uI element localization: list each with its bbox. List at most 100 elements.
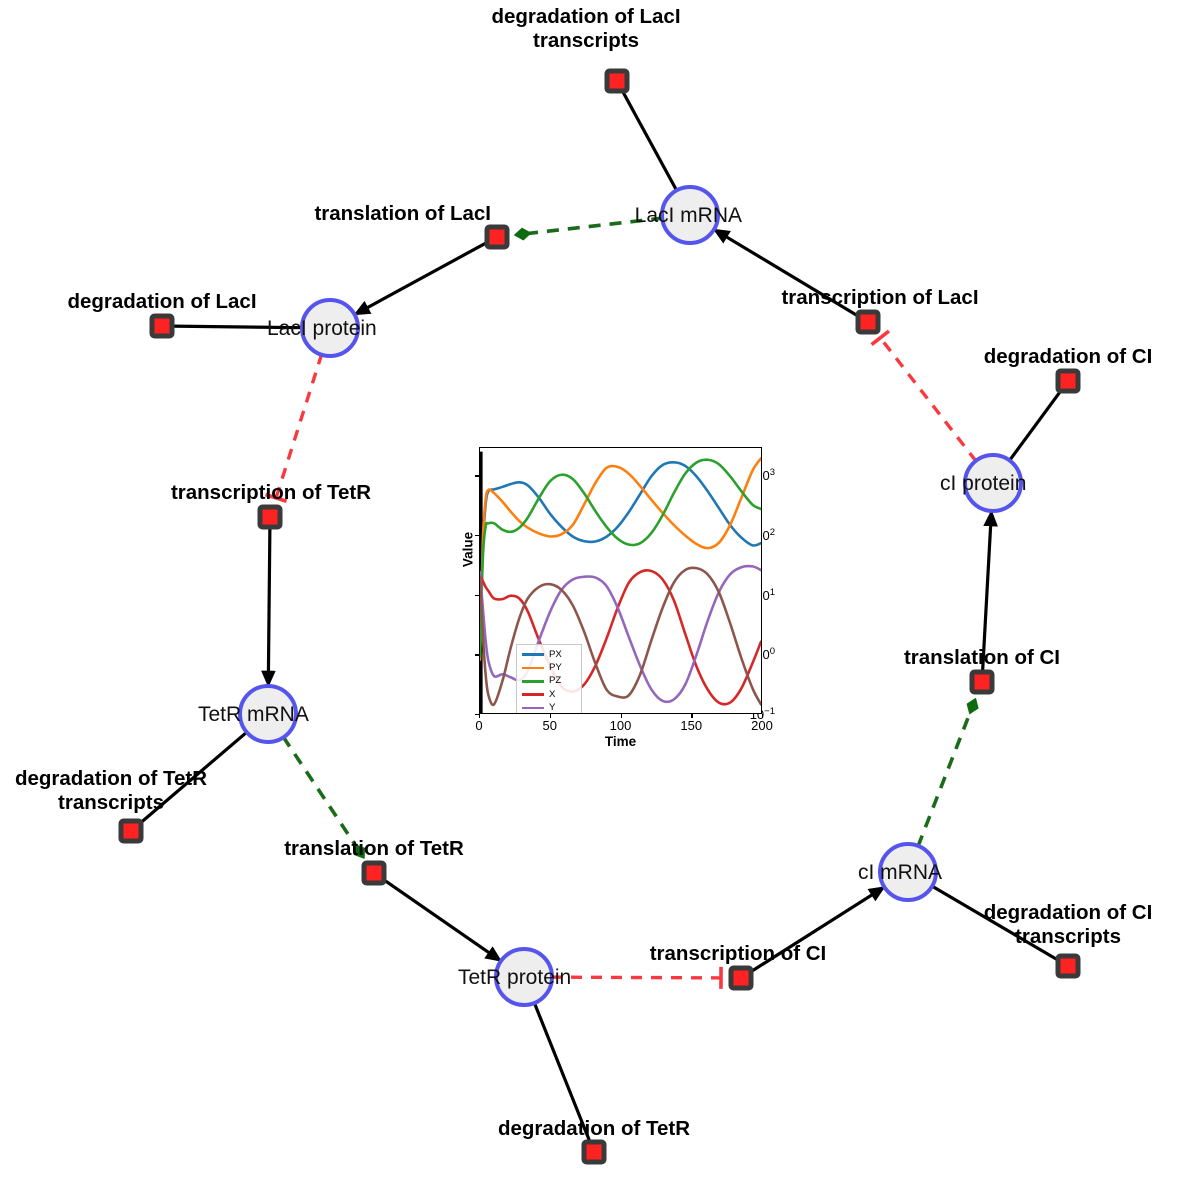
reaction-node-translation_of_ci[interactable]: [969, 669, 995, 695]
reaction-label-deg_ci_transcripts: transcripts: [1015, 925, 1121, 948]
species-label-tetr_mrna: TetR mRNA: [198, 703, 309, 726]
species-label-laci_mrna: LacI mRNA: [635, 204, 742, 227]
chart-xtick-mark: [762, 714, 764, 718]
species-circle: [494, 947, 554, 1007]
reaction-node-transcription_of_laci[interactable]: [855, 309, 881, 335]
chart-series-Z: [480, 566, 761, 707]
edge-inhibit: [878, 336, 978, 463]
edge-inhibit: [550, 975, 722, 980]
reaction-label-deg_ci: degradation of CI: [984, 345, 1153, 368]
chart-ytick-mark: [475, 475, 479, 477]
reaction-label-translation_of_ci: translation of CI: [904, 646, 1060, 669]
chart-series-X: [480, 569, 761, 706]
chart-series-svg: [480, 451, 761, 713]
species-circle: [963, 453, 1023, 513]
chart-y-axis-label: Value: [460, 531, 476, 568]
reaction-square: [149, 313, 175, 339]
species-label-tetr_protein: TetR protein: [458, 966, 571, 989]
chart-ytick-mark: [475, 714, 479, 716]
chart-legend-swatch: [522, 666, 544, 670]
chart-legend-item: PZ: [519, 675, 579, 688]
reaction-label-transcription_of_ci: transcription of CI: [650, 942, 827, 965]
reaction-square: [1055, 368, 1081, 394]
reaction-label-translation_of_laci: translation of LacI: [314, 202, 491, 225]
edge-catalyst: [916, 697, 979, 848]
reaction-node-deg_ci_transcripts[interactable]: [1055, 953, 1081, 979]
reaction-node-transcription_of_ci[interactable]: [728, 965, 754, 991]
reaction-node-translation_of_laci[interactable]: [484, 224, 510, 250]
reaction-square: [257, 504, 283, 530]
reaction-node-deg_tetr[interactable]: [581, 1139, 607, 1165]
reaction-label-deg_laci_transcripts: degradation of LacI: [491, 5, 680, 28]
reaction-node-deg_laci[interactable]: [149, 313, 175, 339]
chart-legend-swatch: [522, 653, 544, 656]
node-layer: [118, 68, 1081, 1165]
edge-layer: [138, 89, 1064, 1143]
chart-xtick-mark: [691, 714, 693, 718]
chart-legend-label: PZ: [549, 675, 562, 687]
species-circle: [300, 298, 360, 358]
chart-xtick-label: 200: [751, 718, 773, 733]
chart-legend: PXPYPZXYZ: [516, 644, 582, 714]
edge-catalyst: [281, 735, 366, 859]
chart-series-PZ: [480, 458, 761, 658]
species-circle: [878, 842, 938, 902]
species-circle: [238, 684, 298, 744]
chart-ytick-mark: [475, 535, 479, 537]
species-node-ci_mrna[interactable]: [878, 842, 938, 902]
edge-product: [712, 228, 861, 319]
chart-xtick-label: 100: [609, 718, 632, 733]
edge-product: [381, 877, 503, 962]
reaction-label-transcription_of_tetr: transcription of TetR: [171, 481, 371, 504]
reaction-square: [581, 1139, 607, 1165]
edge-inhibit: [274, 353, 324, 499]
edge-plain: [1007, 388, 1064, 463]
inhibition-tee: [265, 492, 288, 503]
chart-legend-label: PY: [549, 662, 562, 674]
chart-xtick-label: 50: [542, 718, 557, 733]
species-node-ci_protein[interactable]: [963, 453, 1023, 513]
reaction-node-deg_ci[interactable]: [1055, 368, 1081, 394]
chart-xtick-label: 150: [680, 718, 703, 733]
reaction-label-deg_tetr: degradation of TetR: [498, 1117, 690, 1140]
chart-ytick-mark: [475, 654, 479, 656]
reaction-square: [118, 818, 144, 844]
chart-series-Y: [480, 564, 761, 704]
edge-catalyst: [513, 216, 664, 241]
reaction-square: [855, 309, 881, 335]
species-label-ci_protein: cI protein: [940, 472, 1026, 495]
chart-legend-swatch: [522, 679, 544, 683]
chart-ytick-mark: [475, 594, 479, 597]
species-node-laci_protein[interactable]: [300, 298, 360, 358]
edge-product: [261, 526, 276, 688]
reaction-label-deg_ci_transcripts: degradation of CI: [984, 901, 1153, 924]
species-node-tetr_mrna[interactable]: [238, 684, 298, 744]
chart-xtick-label: 0: [475, 718, 483, 733]
chart-legend-label: Y: [549, 702, 556, 714]
chart-legend-swatch: [522, 693, 544, 696]
reaction-node-translation_of_tetr[interactable]: [361, 860, 387, 886]
species-label-ci_mrna: cI mRNA: [858, 861, 942, 884]
reaction-node-deg_tetr_transcripts[interactable]: [118, 818, 144, 844]
label-layer: LacI mRNA LacI protein TetR mRNA TetR prote…: [15, 5, 1152, 1140]
chart-xtick-mark: [479, 714, 481, 718]
reaction-square: [484, 224, 510, 250]
reaction-label-translation_of_tetr: translation of TetR: [284, 837, 464, 860]
reaction-node-deg_laci_transcripts[interactable]: [604, 68, 630, 94]
edge-plain: [532, 1001, 592, 1143]
chart-legend-item: Y: [519, 701, 579, 714]
chart-series-PX: [480, 460, 761, 658]
species-node-laci_mrna[interactable]: [660, 185, 720, 245]
chart-series-PY: [480, 457, 761, 661]
reaction-square: [361, 860, 387, 886]
species-circle: [660, 185, 720, 245]
species-node-tetr_protein[interactable]: [494, 947, 554, 1007]
edge-plain: [138, 730, 249, 826]
chart-plot-area: PXPYPZXYZ: [479, 447, 762, 714]
chart-xtick-mark: [620, 714, 622, 718]
reaction-node-transcription_of_tetr[interactable]: [257, 504, 283, 530]
chart-legend-label: PX: [549, 648, 562, 660]
